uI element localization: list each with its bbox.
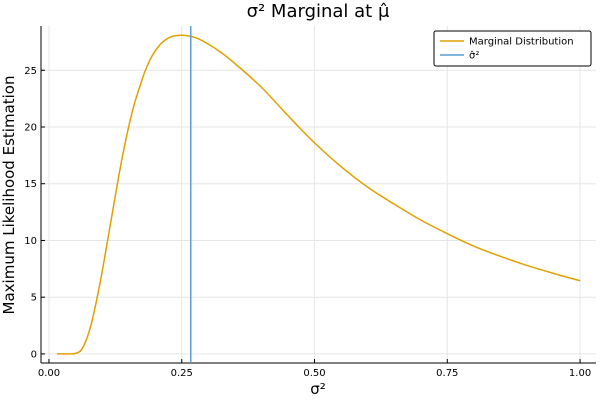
legend: Marginal Distribution σ̂² — [433, 30, 592, 67]
x-tick-label: 0.00 — [38, 368, 60, 379]
y-tick-label: 25 — [24, 66, 37, 77]
y-tick-label: 0 — [31, 349, 37, 360]
axes — [40, 26, 596, 364]
y-tick-label: 15 — [24, 179, 37, 190]
plot-series — [56, 26, 581, 363]
legend-label-sigma-hat-squared: σ̂² — [469, 50, 479, 62]
series-marginal-distribution-line — [56, 34, 581, 355]
chart-title: σ² Marginal at μ̂ — [247, 1, 390, 22]
legend-label-marginal-distribution: Marginal Distribution — [469, 37, 574, 48]
x-tick-label: 0.75 — [436, 368, 458, 379]
y-axis-label: Maximum Likelihood Estimation — [0, 76, 18, 315]
x-tick-label: 0.50 — [303, 368, 325, 379]
y-tick-label: 20 — [24, 122, 37, 133]
y-tick-label: 10 — [24, 236, 37, 247]
y-ticks: 0 5 10 15 20 25 — [24, 66, 45, 360]
grid — [41, 26, 596, 363]
legend-box — [433, 30, 592, 67]
x-axis-label: σ² — [310, 380, 326, 398]
x-ticks: 0.00 0.25 0.50 0.75 1.00 — [38, 359, 591, 379]
x-tick-label: 1.00 — [569, 368, 591, 379]
x-tick-label: 0.25 — [171, 368, 193, 379]
y-tick-label: 5 — [31, 293, 37, 304]
